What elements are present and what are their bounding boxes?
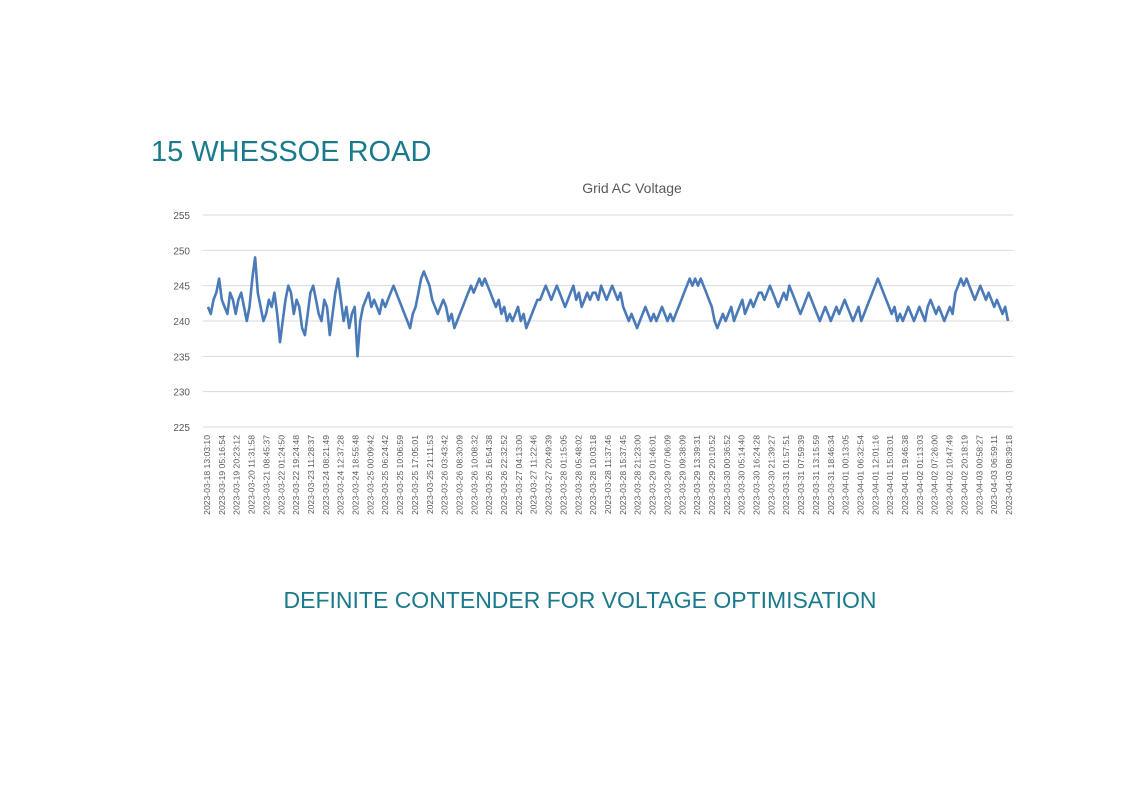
voltage-chart: Grid AC Voltage 225 230 235 240 245 250 255 20… (160, 172, 1030, 542)
x-tick-label: 2023-03-30 16:24:28 (752, 435, 762, 515)
x-tick-label: 2023-03-25 17:05:01 (410, 435, 420, 515)
x-tick-label: 2023-04-01 00:13:05 (841, 435, 851, 515)
y-tick-label: 245 (173, 282, 190, 293)
x-tick-label: 2023-04-03 06:59:11 (989, 435, 999, 514)
x-tick-label: 2023-03-30 21:39:27 (766, 435, 776, 515)
x-tick-label: 2023-03-30 05:14:40 (737, 435, 747, 515)
x-tick-label: 2023-03-30 00:36:52 (722, 435, 732, 515)
x-tick-label: 2023-03-28 11:37:46 (603, 435, 613, 514)
x-tick-label: 2023-04-03 08:39:18 (1004, 435, 1014, 515)
x-tick-label: 2023-03-22 01:24:50 (276, 435, 286, 515)
x-tick-label: 2023-03-26 10:08:32 (469, 435, 479, 515)
x-tick-label: 2023-03-25 21:11:53 (425, 435, 435, 514)
x-tick-label: 2023-03-26 16:54:38 (484, 435, 494, 515)
x-tick-label: 2023-03-24 18:55:48 (351, 435, 361, 515)
x-tick-label: 2023-03-29 07:06:09 (662, 435, 672, 515)
y-tick-label: 240 (173, 317, 190, 328)
x-tick-label: 2023-04-01 19:46:38 (900, 435, 910, 515)
x-tick-label: 2023-03-27 20:49:39 (544, 435, 554, 515)
x-tick-label: 2023-03-31 18:46:34 (826, 435, 836, 515)
chart-title: Grid AC Voltage (582, 180, 682, 196)
x-tick-label: 2023-03-26 08:30:09 (454, 435, 464, 515)
page-title: 15 WHESSOE ROAD (151, 136, 432, 168)
x-tick-label: 2023-03-24 12:37:28 (336, 435, 346, 515)
x-tick-label: 2023-04-02 20:18:19 (959, 435, 969, 515)
x-tick-label: 2023-03-29 09:38:09 (677, 435, 687, 515)
x-tick-label: 2023-03-28 01:15:05 (558, 435, 568, 515)
x-tick-label: 2023-04-03 00:58:27 (974, 435, 984, 515)
x-tick-label: 2023-03-28 10:03:18 (588, 435, 598, 515)
x-tick-label: 2023-03-29 20:10:52 (707, 435, 717, 515)
x-tick-label: 2023-03-31 13:15:59 (811, 435, 821, 515)
x-tick-label: 2023-03-29 13:39:31 (692, 435, 702, 515)
conclusion-text: DEFINITE CONTENDER FOR VOLTAGE OPTIMISAT… (0, 585, 1123, 615)
x-tick-label: 2023-04-02 01:13:03 (915, 435, 925, 515)
x-tick-label: 2023-03-24 08:21:49 (321, 435, 331, 515)
x-tick-label: 2023-04-02 07:26:00 (930, 435, 940, 515)
x-tick-label: 2023-03-27 04:13:00 (514, 435, 524, 515)
x-tick-label: 2023-03-28 21:23:00 (633, 435, 643, 515)
y-tick-label: 225 (173, 423, 190, 434)
x-tick-label: 2023-03-28 05:48:02 (573, 435, 583, 515)
x-tick-label: 2023-04-01 15:03:01 (885, 435, 895, 515)
grid-layer (203, 214, 1013, 428)
x-tick-label: 2023-03-26 03:43:42 (440, 435, 450, 515)
x-tick-label: 2023-03-31 07:59:39 (796, 435, 806, 515)
conclusion-label: DEFINITE CONTENDER FOR VOLTAGE OPTIMISAT… (283, 587, 877, 613)
x-tick-label: 2023-03-25 06:24:42 (380, 435, 390, 515)
x-tick-label: 2023-03-18 13:03:10 (202, 435, 212, 515)
y-tick-labels: 225 230 235 240 245 250 255 (173, 211, 190, 434)
x-tick-label: 2023-03-25 00:09:42 (365, 435, 375, 515)
x-tick-labels: 2023-03-18 13:03:10 2023-03-19 05:16:54 20… (202, 435, 1014, 515)
y-tick-label: 250 (173, 246, 190, 257)
x-tick-label: 2023-03-20 11:31:58 (247, 435, 257, 514)
series-layer (206, 256, 1010, 358)
x-tick-label: 2023-03-21 08:45:37 (261, 435, 271, 515)
x-tick-label: 2023-03-26 22:32:52 (499, 435, 509, 515)
x-tick-label: 2023-03-31 01:57:51 (781, 435, 791, 515)
y-tick-label: 235 (173, 352, 190, 363)
x-tick-label: 2023-03-29 01:46:01 (648, 435, 658, 515)
x-tick-label: 2023-04-01 12:01:16 (870, 435, 880, 515)
voltage-chart-svg: Grid AC Voltage 225 230 235 240 245 250 255 20… (173, 180, 1014, 515)
x-tick-label: 2023-04-01 06:32:54 (855, 435, 865, 515)
x-tick-label: 2023-03-23 11:28:37 (306, 435, 316, 514)
x-tick-label: 2023-03-22 19:24:48 (291, 435, 301, 515)
x-tick-label: 2023-03-19 05:16:54 (217, 435, 227, 515)
series-line (206, 256, 1010, 358)
x-tick-label: 2023-03-25 10:06:59 (395, 435, 405, 515)
x-tick-label: 2023-04-02 10:47:49 (945, 435, 955, 515)
x-tick-label: 2023-03-27 11:22:46 (529, 435, 539, 514)
x-tick-label: 2023-03-28 15:37:45 (618, 435, 628, 515)
y-tick-label: 255 (173, 211, 190, 222)
x-tick-label: 2023-03-19 20:23:12 (232, 435, 242, 515)
y-tick-label: 230 (173, 388, 190, 399)
